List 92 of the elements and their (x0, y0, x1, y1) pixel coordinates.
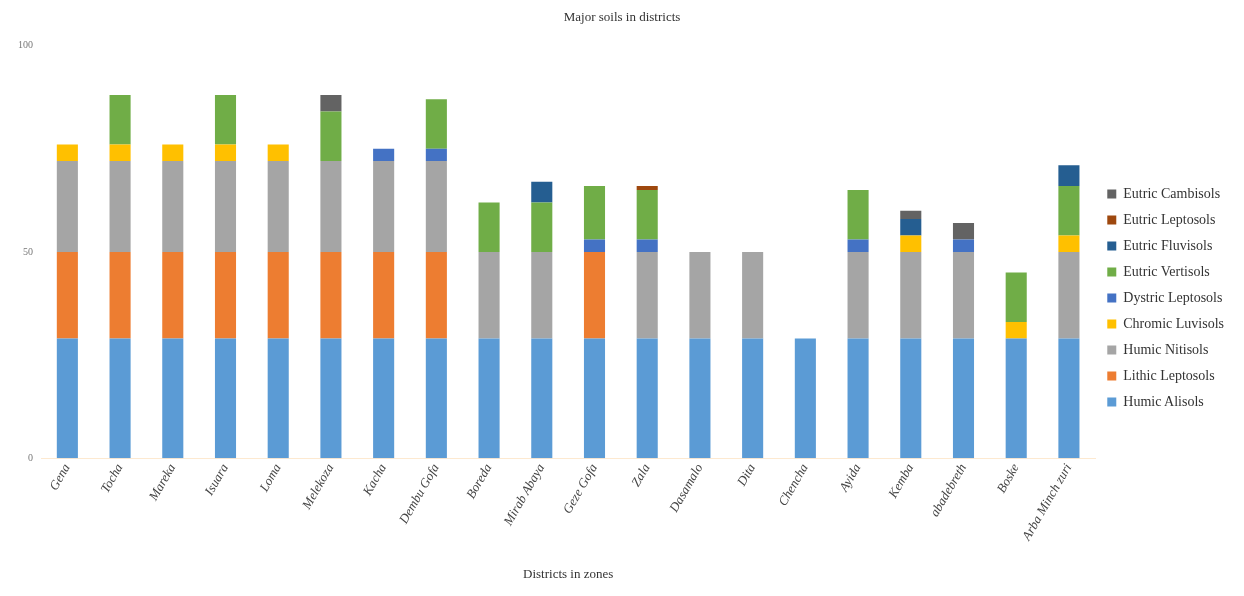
bar (1005, 322, 1027, 339)
bar (531, 251, 553, 339)
bar (636, 185, 658, 190)
bar (425, 99, 447, 149)
legend-label: Humic Nitisols (1123, 341, 1209, 357)
bar (320, 161, 342, 252)
bar (109, 144, 131, 162)
bar (214, 95, 237, 145)
y-tick-label: 0 (28, 451, 33, 463)
bar (531, 202, 553, 252)
x-axis-title: Districts in zones (523, 565, 614, 581)
bar (109, 338, 131, 459)
bar (531, 181, 553, 203)
bar (847, 338, 869, 459)
legend-label: Dystric Leptosols (1123, 289, 1223, 305)
bar (900, 338, 922, 459)
bar (1058, 185, 1080, 236)
bar (267, 144, 289, 162)
bar (952, 239, 975, 252)
bar (583, 251, 606, 339)
bar (162, 338, 184, 459)
bar (373, 251, 395, 339)
bar (847, 190, 869, 240)
bar (56, 161, 78, 252)
bar (373, 338, 395, 459)
bar (425, 251, 447, 339)
bar (162, 251, 184, 339)
bar (1058, 235, 1080, 252)
chart-title: Major soils in districts (563, 9, 681, 25)
y-tick-label: 100 (18, 39, 33, 51)
bar (56, 144, 78, 162)
bar (214, 161, 237, 252)
bar (689, 251, 711, 339)
bar (952, 223, 975, 240)
legend-label: Eutric Vertisols (1123, 263, 1210, 279)
bar (267, 251, 289, 339)
bar (56, 338, 78, 459)
bar (478, 202, 500, 252)
bar (689, 338, 711, 459)
legend-label: Humic Alisols (1123, 393, 1204, 409)
bar (214, 251, 237, 339)
bar (952, 251, 975, 339)
bar (425, 148, 447, 162)
bar (583, 338, 606, 459)
bar (320, 338, 342, 459)
bar (320, 95, 342, 112)
bar (478, 338, 500, 459)
bar (162, 144, 184, 162)
bar (583, 185, 606, 240)
bar (1058, 251, 1080, 339)
bar (1005, 272, 1027, 323)
bar (267, 338, 289, 459)
bar (320, 111, 342, 162)
bar (847, 239, 869, 252)
bar (847, 251, 869, 339)
bar (320, 251, 342, 339)
bar (900, 235, 922, 252)
bar (214, 144, 237, 162)
y-tick-label: 50 (23, 245, 33, 257)
bar (531, 338, 553, 459)
bar (742, 251, 764, 339)
bar (636, 190, 658, 240)
bar (162, 161, 184, 252)
bar (900, 251, 922, 339)
bar (425, 161, 447, 252)
bar (373, 148, 395, 162)
legend-label: Lithic Leptosols (1123, 367, 1215, 383)
bar (109, 251, 131, 339)
bar (267, 161, 289, 252)
bar (1058, 165, 1080, 186)
bar (373, 161, 395, 252)
legend-label: Eutric Leptosols (1123, 211, 1216, 227)
bar (1058, 338, 1080, 459)
bar (478, 251, 500, 339)
bar (1005, 338, 1027, 459)
bar (109, 161, 131, 252)
bar (56, 251, 78, 339)
bar (952, 338, 975, 459)
bar (425, 338, 447, 459)
bar (900, 218, 922, 236)
legend-label: Chromic Luvisols (1123, 315, 1225, 331)
bar (109, 95, 131, 145)
bar (214, 338, 237, 459)
legend-label: Eutric Fluvisols (1123, 237, 1213, 253)
bar (900, 210, 922, 219)
bar (636, 239, 658, 252)
bar (636, 338, 658, 459)
bar (742, 338, 764, 459)
legend-label: Eutric Cambisols (1123, 185, 1221, 201)
bar (636, 251, 658, 339)
bar (794, 338, 816, 459)
bar (583, 239, 606, 252)
